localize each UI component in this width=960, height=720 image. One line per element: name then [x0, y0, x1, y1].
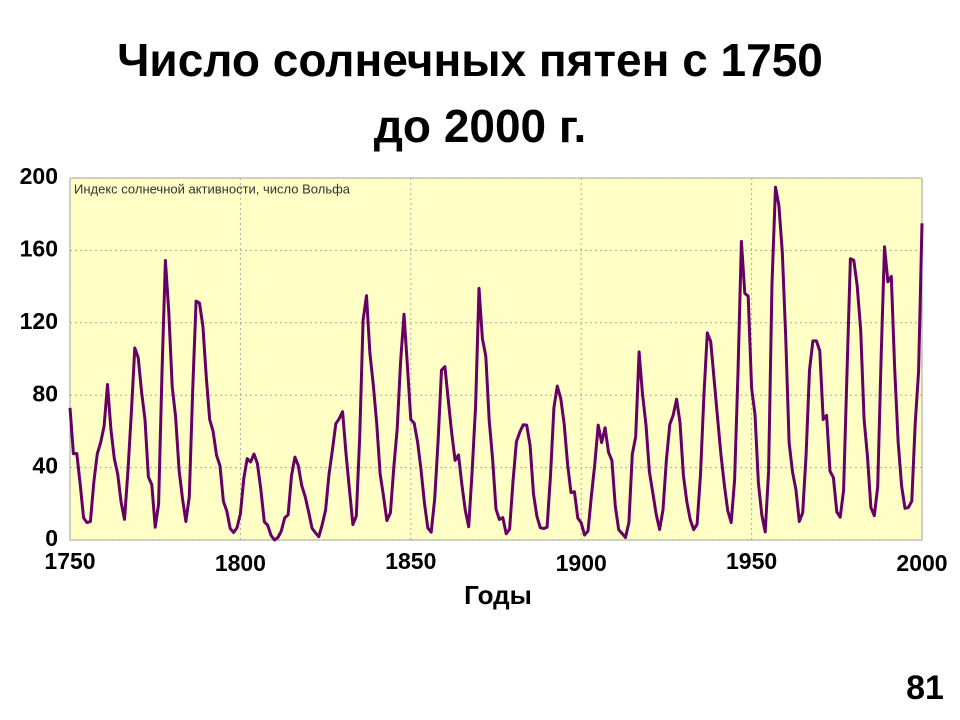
y-tick-label: 160 — [20, 235, 58, 261]
y-tick-label: 40 — [32, 453, 58, 479]
x-tick-label: 1850 — [385, 548, 436, 574]
x-tick-label: 1950 — [726, 548, 777, 574]
x-tick-label: 1750 — [44, 548, 95, 574]
subtitle: до 2000 г. — [374, 100, 587, 152]
y-tick-label: 200 — [20, 163, 58, 189]
data-line — [68, 185, 924, 542]
y-tick-label: 120 — [20, 308, 58, 334]
x-tick-label: 1900 — [556, 550, 607, 576]
x-tick-label: 1800 — [215, 550, 266, 576]
y-tick-label: 80 — [32, 380, 58, 406]
annotation: Индекс солнечной активности, число Вольф… — [74, 181, 351, 196]
x-axis-label: Годы — [464, 580, 532, 610]
title: Число солнечных пятен с 1750 — [117, 34, 823, 86]
y-tick-label: 0 — [45, 525, 58, 551]
x-tick-label: 2000 — [896, 550, 947, 576]
page-number: 81 — [906, 669, 944, 707]
